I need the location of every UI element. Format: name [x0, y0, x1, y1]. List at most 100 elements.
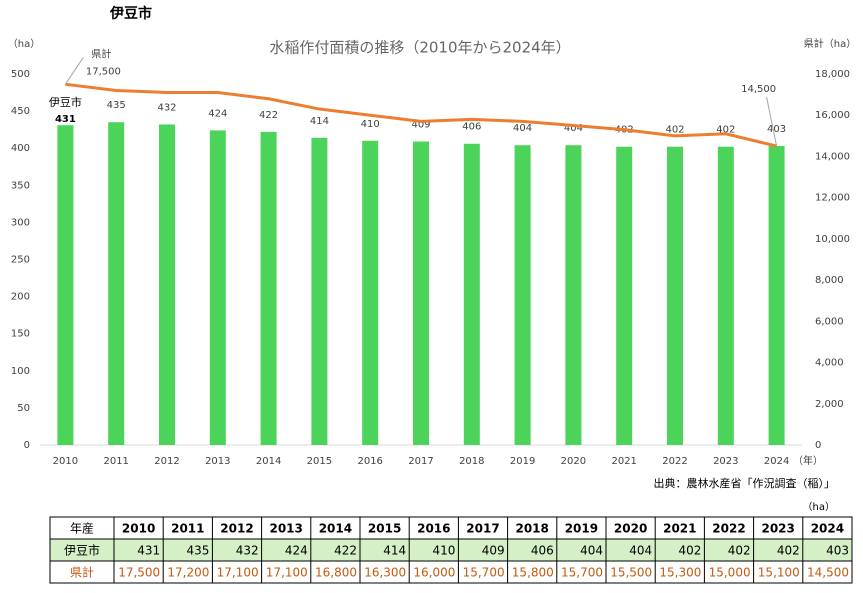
bar: [362, 140, 379, 445]
y2-tick-label: 2,000: [815, 399, 844, 410]
y2-tick-label: 12,000: [815, 193, 850, 204]
table-pref-cell: 17,500: [118, 566, 160, 580]
table-pref-cell: 15,700: [561, 566, 603, 580]
bar: [260, 131, 277, 445]
table-city-cell: 432: [236, 544, 259, 558]
table-row: [49, 560, 853, 584]
x-tick-label: 2021: [611, 456, 636, 467]
table-city-cell: 404: [629, 544, 652, 558]
table-header-cell: 2010: [122, 522, 155, 536]
y-tick-label: 300: [11, 217, 30, 228]
bar-value-label: 404: [564, 123, 583, 134]
bar-value-label: 432: [157, 102, 176, 113]
table-city-cell: 402: [728, 544, 751, 558]
table-header-cell: 2013: [269, 522, 302, 536]
table-pref-cell: 14,500: [807, 566, 849, 580]
table-city-cell: 431: [137, 544, 160, 558]
x-tick-label: 2016: [357, 456, 382, 467]
bar-value-label: 403: [767, 124, 786, 135]
bar-value-label: 422: [259, 110, 278, 121]
line-value-label: 14,500: [741, 84, 776, 95]
table-city-cell: 406: [531, 544, 554, 558]
table-header-label: 年産: [70, 521, 94, 536]
bar: [413, 141, 429, 445]
table-pref-cell: 15,500: [610, 566, 652, 580]
y-tick-label: 50: [17, 403, 30, 414]
bar: [311, 137, 328, 445]
table-pref-cell: 16,300: [364, 566, 406, 580]
bar-value-label: 409: [411, 120, 430, 131]
x-tick-label: 2017: [408, 456, 433, 467]
y2-tick-label: 16,000: [815, 110, 850, 121]
x-tick-label: 2011: [103, 456, 128, 467]
leader-line: [64, 57, 84, 85]
y2-tick-label: 10,000: [815, 234, 850, 245]
table-header-cell: 2011: [171, 522, 204, 536]
table-city-cell: 414: [383, 544, 406, 558]
table-city-cell: 422: [334, 544, 357, 558]
table-header-cell: 2023: [761, 522, 794, 536]
y-tick-label: 150: [11, 329, 30, 340]
x-tick-label: 2022: [662, 456, 687, 467]
table-header-cell: 2012: [220, 522, 253, 536]
source: 出典：農林水産省「作況調査（稲）」: [654, 476, 836, 490]
y2-tick-label: 18,000: [815, 69, 850, 80]
table-pref-cell: 16,800: [315, 566, 357, 580]
y-tick-label: 450: [11, 106, 30, 117]
bar-value-label: 424: [208, 108, 227, 119]
y2-tick-label: 4,000: [815, 358, 844, 369]
x-tick-label: 2024: [764, 456, 789, 467]
table-pref-cell: 15,800: [512, 566, 554, 580]
table-header-cell: 2020: [614, 522, 647, 536]
table-city-cell: 402: [777, 544, 800, 558]
table-city-cell: 403: [826, 544, 849, 558]
y-tick-label: 400: [11, 143, 30, 154]
table-header-cell: 2017: [466, 522, 499, 536]
table-city-label: 伊豆市: [64, 543, 100, 558]
table-header-cell: 2018: [515, 522, 548, 536]
table-header-cell: 2015: [368, 522, 401, 536]
bar-series-label: 伊豆市: [49, 95, 82, 109]
bar-value-label: 406: [462, 122, 481, 133]
bar: [768, 145, 785, 445]
y2-axis-label: 県計（ha）: [804, 37, 856, 50]
table-pref-cell: 15,300: [659, 566, 701, 580]
y-tick-label: 250: [11, 255, 30, 266]
table-city-cell: 410: [432, 544, 455, 558]
bar: [463, 143, 480, 446]
chart-title: 水稲作付面積の推移（2010年から2024年）: [269, 39, 570, 57]
y-tick-label: 100: [11, 366, 30, 377]
table-pref-cell: 15,100: [758, 566, 800, 580]
table-city-cell: 409: [482, 544, 505, 558]
y-tick-label: 500: [11, 69, 30, 80]
table-header-cell: 2019: [565, 522, 598, 536]
bar: [514, 145, 531, 445]
table-city-cell: 402: [678, 544, 701, 558]
table-unit: （ha）: [803, 501, 835, 513]
bar-value-label: 414: [310, 116, 329, 127]
x-tick-label: 2019: [510, 456, 535, 467]
bar: [717, 146, 734, 445]
table-pref-cell: 16,000: [413, 566, 455, 580]
table-pref-cell: 17,200: [167, 566, 209, 580]
bar: [57, 125, 74, 445]
y-tick-label: 0: [24, 440, 30, 451]
table-pref-cell: 17,100: [266, 566, 308, 580]
x-tick-label: 2013: [205, 456, 230, 467]
line-series-label: 県計: [91, 47, 111, 60]
bar-value-label: 402: [665, 125, 684, 136]
x-tick-label: 2012: [154, 456, 179, 467]
bar: [209, 130, 226, 445]
table-city-cell: 435: [186, 544, 209, 558]
bar: [108, 122, 125, 445]
line: [65, 82, 777, 148]
heading: 伊豆市: [109, 5, 152, 22]
bar: [159, 124, 175, 446]
x-tick-label: 2015: [307, 456, 332, 467]
x-tick-label: 2018: [459, 456, 484, 467]
bar-value-label: 410: [361, 119, 380, 130]
table-pref-cell: 15,000: [709, 566, 751, 580]
bar-value-label: 435: [107, 100, 126, 111]
bar: [616, 146, 633, 445]
